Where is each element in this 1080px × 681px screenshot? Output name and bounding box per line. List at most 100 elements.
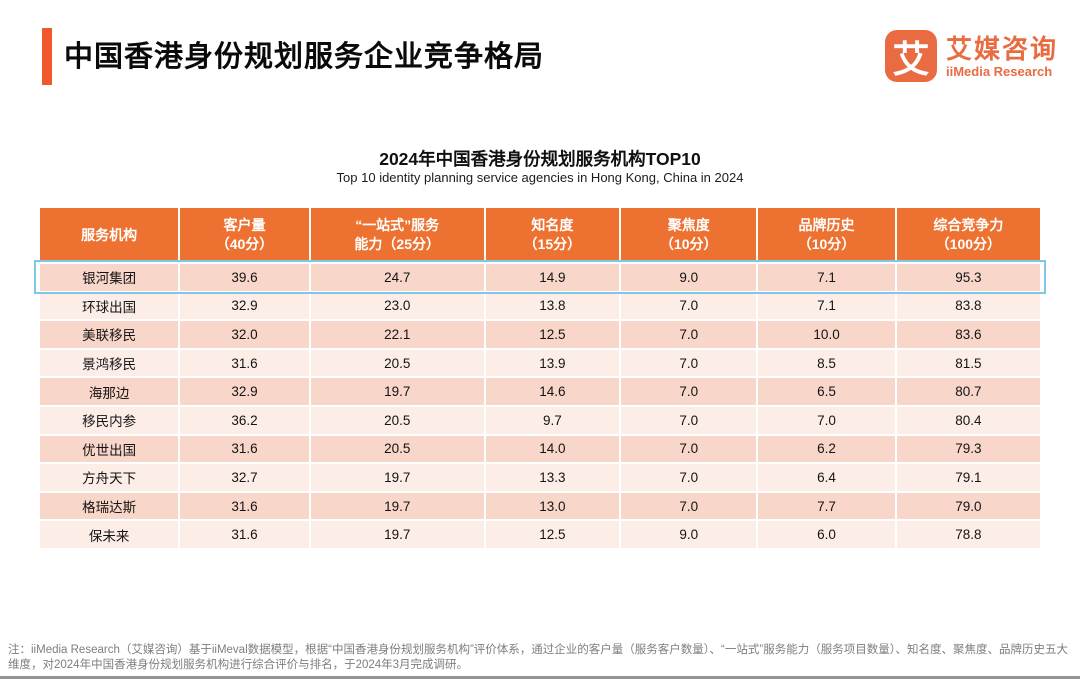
agency-name-cell: 美联移民 bbox=[40, 321, 179, 348]
score-cell: 14.0 bbox=[485, 435, 620, 463]
score-cell: 8.5 bbox=[758, 349, 895, 377]
agency-name-cell: 银河集团 bbox=[40, 264, 179, 291]
score-cell: 79.0 bbox=[896, 492, 1040, 520]
score-cell: 31.6 bbox=[180, 435, 309, 463]
score-cell: 7.0 bbox=[621, 292, 757, 320]
score-cell: 7.0 bbox=[621, 435, 757, 463]
agency-name-cell: 环球出国 bbox=[40, 292, 179, 320]
header-cell-customers: 客户量 （40分） bbox=[180, 208, 309, 262]
logo-name-cn: 艾媒咨询 bbox=[945, 33, 1058, 64]
score-cell: 32.0 bbox=[180, 321, 309, 348]
table-header-row: 服务机构 客户量 （40分） “一站式”服务 能力（25分） 知名度 （15分）… bbox=[40, 208, 1040, 262]
score-cell: 23.0 bbox=[310, 292, 484, 320]
score-cell: 7.0 bbox=[758, 406, 895, 434]
score-cell: 9.0 bbox=[621, 264, 757, 291]
table-row: 海那边 32.9 19.7 14.6 7.0 6.5 80.7 bbox=[40, 378, 1040, 405]
table-row: 环球出国 32.9 23.0 13.8 7.0 7.1 83.8 bbox=[40, 292, 1040, 320]
table-row: 保未来 31.6 19.7 12.5 9.0 6.0 78.8 bbox=[40, 521, 1040, 548]
score-cell: 83.8 bbox=[896, 292, 1040, 320]
header-cell-history: 品牌历史 （10分） bbox=[758, 208, 895, 262]
score-cell: 20.5 bbox=[310, 435, 484, 463]
score-cell: 31.6 bbox=[180, 521, 309, 548]
score-cell: 19.7 bbox=[310, 492, 484, 520]
header-cell-overall: 综合竞争力 （100分） bbox=[896, 208, 1040, 262]
score-cell: 6.4 bbox=[758, 464, 895, 491]
table-row: 移民内参 36.2 20.5 9.7 7.0 7.0 80.4 bbox=[40, 406, 1040, 434]
score-cell: 32.9 bbox=[180, 378, 309, 405]
score-cell: 6.5 bbox=[758, 378, 895, 405]
score-cell: 7.7 bbox=[758, 492, 895, 520]
score-cell: 7.1 bbox=[758, 264, 895, 291]
score-cell: 13.3 bbox=[485, 464, 620, 491]
score-cell: 7.0 bbox=[621, 378, 757, 405]
score-cell: 7.0 bbox=[621, 349, 757, 377]
score-cell: 78.8 bbox=[896, 521, 1040, 548]
score-cell: 39.6 bbox=[180, 264, 309, 291]
score-cell: 31.6 bbox=[180, 492, 309, 520]
agency-name-cell: 移民内参 bbox=[40, 406, 179, 434]
agency-name-cell: 优世出国 bbox=[40, 435, 179, 463]
table-row: 优世出国 31.6 20.5 14.0 7.0 6.2 79.3 bbox=[40, 435, 1040, 463]
score-cell: 24.7 bbox=[310, 264, 484, 291]
score-cell: 12.5 bbox=[485, 321, 620, 348]
agency-name-cell: 海那边 bbox=[40, 378, 179, 405]
score-cell: 13.0 bbox=[485, 492, 620, 520]
score-cell: 7.0 bbox=[621, 406, 757, 434]
score-cell: 19.7 bbox=[310, 521, 484, 548]
score-cell: 32.9 bbox=[180, 292, 309, 320]
table-row: 格瑞达斯 31.6 19.7 13.0 7.0 7.7 79.0 bbox=[40, 492, 1040, 520]
score-cell: 80.7 bbox=[896, 378, 1040, 405]
score-cell: 7.0 bbox=[621, 492, 757, 520]
agency-name-cell: 格瑞达斯 bbox=[40, 492, 179, 520]
header-cell-awareness: 知名度 （15分） bbox=[485, 208, 620, 262]
footnote: 注：iiMedia Research（艾媒咨询）基于iiMeval数据模型，根据… bbox=[8, 644, 1068, 671]
chart-title: 2024年中国香港身份规划服务机构TOP10 bbox=[379, 149, 701, 169]
agency-name-cell: 景鸿移民 bbox=[40, 349, 179, 377]
score-cell: 12.5 bbox=[485, 521, 620, 548]
score-cell: 79.1 bbox=[896, 464, 1040, 491]
score-cell: 32.7 bbox=[180, 464, 309, 491]
table-row: 方舟天下 32.7 19.7 13.3 7.0 6.4 79.1 bbox=[40, 464, 1040, 491]
score-cell: 13.8 bbox=[485, 292, 620, 320]
score-cell: 6.0 bbox=[758, 521, 895, 548]
header-cell-onestop: “一站式”服务 能力（25分） bbox=[310, 208, 484, 262]
score-cell: 7.0 bbox=[621, 321, 757, 348]
score-cell: 80.4 bbox=[896, 406, 1040, 434]
ranking-table: 服务机构 客户量 （40分） “一站式”服务 能力（25分） 知名度 （15分）… bbox=[40, 208, 1040, 550]
score-cell: 6.2 bbox=[758, 435, 895, 463]
score-cell: 14.9 bbox=[485, 264, 620, 291]
iimedia-logo-text: 艾媒咨询 iiMedia Research bbox=[946, 34, 1058, 79]
score-cell: 13.9 bbox=[485, 349, 620, 377]
score-cell: 79.3 bbox=[896, 435, 1040, 463]
score-cell: 36.2 bbox=[180, 406, 309, 434]
chart-subtitle: Top 10 identity planning service agencie… bbox=[336, 170, 744, 185]
logo-name-en: iiMedia Research bbox=[945, 63, 1053, 79]
page-title: 中国香港身份规划服务企业竞争格局 bbox=[64, 41, 545, 73]
agency-name-cell: 方舟天下 bbox=[40, 464, 179, 491]
header-cell-agency: 服务机构 bbox=[40, 208, 179, 262]
iimedia-logo-icon: 艾 bbox=[884, 30, 937, 82]
bottom-border-line bbox=[0, 676, 1080, 679]
iimedia-logo: 艾 艾媒咨询 iiMedia Research bbox=[884, 30, 1058, 82]
score-cell: 10.0 bbox=[758, 321, 895, 348]
title-accent-bar bbox=[42, 28, 52, 85]
score-cell: 7.1 bbox=[758, 292, 895, 320]
agency-name-cell: 保未来 bbox=[40, 521, 179, 548]
score-cell: 7.0 bbox=[621, 464, 757, 491]
score-cell: 20.5 bbox=[310, 406, 484, 434]
score-cell: 95.3 bbox=[896, 264, 1040, 291]
table-row: 景鸿移民 31.6 20.5 13.9 7.0 8.5 81.5 bbox=[40, 349, 1040, 377]
table-row: 美联移民 32.0 22.1 12.5 7.0 10.0 83.6 bbox=[40, 321, 1040, 348]
score-cell: 14.6 bbox=[485, 378, 620, 405]
score-cell: 31.6 bbox=[180, 349, 309, 377]
header-cell-focus: 聚焦度 （10分） bbox=[621, 208, 757, 262]
table-row: 银河集团 39.6 24.7 14.9 9.0 7.1 95.3 bbox=[40, 264, 1040, 291]
score-cell: 81.5 bbox=[896, 349, 1040, 377]
score-cell: 19.7 bbox=[310, 464, 484, 491]
score-cell: 9.7 bbox=[485, 406, 620, 434]
score-cell: 9.0 bbox=[621, 521, 757, 548]
score-cell: 83.6 bbox=[896, 321, 1040, 348]
score-cell: 19.7 bbox=[310, 378, 484, 405]
score-cell: 20.5 bbox=[310, 349, 484, 377]
